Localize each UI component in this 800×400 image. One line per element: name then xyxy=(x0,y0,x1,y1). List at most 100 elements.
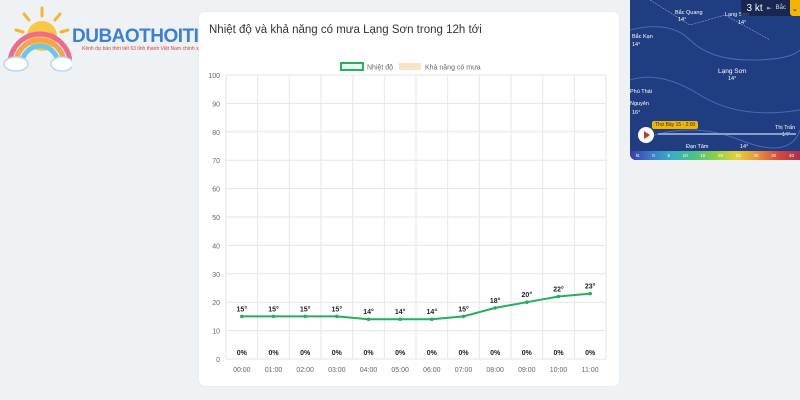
map-background xyxy=(630,0,800,149)
temperature-rain-chart: 0 10 20 30 40 50 60 70 80 90 100 00:00 01:00 02:00 03:… xyxy=(208,62,607,374)
temperature-point xyxy=(398,317,402,322)
chart-title: Nhiệt độ và khả năng có mưa Lạng Sơn tro… xyxy=(209,24,482,36)
scale-label: 30 xyxy=(753,153,759,158)
map-wind-indicator: 3 kt ⇤ Bắc ⌄ xyxy=(740,0,800,16)
x-tick-label: 10:00 xyxy=(550,367,568,374)
y-tick-label: 40 xyxy=(212,243,220,250)
map-temp-label: 14° xyxy=(728,76,737,82)
map-place-label: Nguyên xyxy=(630,101,649,107)
map-temp-label: 14° xyxy=(632,42,641,48)
temperature-data-label: 14° xyxy=(427,308,438,316)
legend-label-rain: Khả năng có mưa xyxy=(425,65,481,72)
y-tick-label: 50 xyxy=(212,215,220,222)
temperature-point xyxy=(303,314,307,319)
x-tick-label: 07:00 xyxy=(455,367,473,374)
temperature-data-label: 15° xyxy=(237,305,248,313)
rain-data-label: 0% xyxy=(395,350,406,357)
x-tick-label: 02:00 xyxy=(296,367,314,374)
y-tick-label: 30 xyxy=(212,272,220,279)
temperature-data-label: 15° xyxy=(332,305,343,313)
x-tick-label: 00:00 xyxy=(233,367,251,374)
legend-label-temperature: Nhiệt độ xyxy=(367,65,393,72)
rain-data-label: 0% xyxy=(268,350,279,357)
map-temp-label: 16° xyxy=(632,110,641,116)
temperature-data-label: 15° xyxy=(458,305,469,313)
site-tagline: Kênh dự báo thời tiết 63 tỉnh thành Việt… xyxy=(82,46,204,52)
map-play-button[interactable] xyxy=(638,127,654,143)
map-timeline-slider[interactable] xyxy=(658,133,796,135)
temperature-point xyxy=(335,314,339,319)
x-tick-label: 09:00 xyxy=(518,367,536,374)
temperature-point xyxy=(430,317,434,322)
temperature-data-label: 18° xyxy=(490,297,501,305)
x-tick-label: 08:00 xyxy=(486,367,504,374)
forecast-chart-card: Nhiệt độ và khả năng có mưa Lạng Sơn tro… xyxy=(199,12,619,386)
map-place-label: Lạng Sơn xyxy=(718,68,747,75)
scale-label: 35 xyxy=(771,153,777,158)
map-wind-value: 3 kt xyxy=(746,2,763,14)
map-place-label: Bắc Quang xyxy=(675,10,703,16)
rain-data-label: 0% xyxy=(490,350,501,357)
scale-label: 5 xyxy=(667,153,670,158)
map-place-label: Đạn Tâm xyxy=(686,144,709,150)
temperature-data-label: 15° xyxy=(268,305,279,313)
scale-label: 10 xyxy=(682,153,688,158)
y-tick-label: 10 xyxy=(212,329,220,336)
map-place-label: Phú Thái xyxy=(630,89,652,95)
map-wind-direction: Bắc xyxy=(775,5,786,11)
map-place-label: Lạng Sơn xyxy=(725,12,750,18)
x-tick-label: 06:00 xyxy=(423,367,441,374)
map-place-label: Bắc Kạn xyxy=(632,34,653,40)
map-wind-scale: kt 0 5 10 15 20 25 30 35 40 xyxy=(630,151,800,160)
x-tick-label: 05:00 xyxy=(391,367,409,374)
temperature-point xyxy=(240,314,244,319)
map-temp-label: 14° xyxy=(782,132,791,138)
y-tick-label: 80 xyxy=(212,130,220,137)
play-icon xyxy=(644,131,650,139)
y-tick-label: 0 xyxy=(216,357,220,364)
temperature-point xyxy=(525,300,529,305)
weather-map[interactable]: Bắc Quang 14° Lạng Sơn 14° Bắc Kạn 14° L… xyxy=(630,0,800,160)
map-wind-direction-icon: ⇤ xyxy=(766,5,772,12)
map-place-label: Thị Trấn xyxy=(775,125,796,131)
scale-label: 0 xyxy=(652,153,655,158)
temperature-data-label: 14° xyxy=(395,308,406,316)
x-tick-label: 03:00 xyxy=(328,367,346,374)
temperature-data-label: 20° xyxy=(522,291,533,299)
rain-data-label: 0% xyxy=(300,350,311,357)
temperature-data-label: 15° xyxy=(300,305,311,313)
sun-rainbow-logo-icon xyxy=(3,6,72,72)
legend-swatch-rain xyxy=(399,63,421,70)
location-pin-icon[interactable]: ⌄ xyxy=(790,0,800,16)
y-tick-label: 60 xyxy=(212,187,220,194)
y-tick-label: 20 xyxy=(212,300,220,307)
site-logo[interactable]: DUBAOTHOITIET.TV Kênh dự báo thời tiết 6… xyxy=(2,4,248,74)
map-temp-label: 14° xyxy=(738,20,747,26)
y-tick-label: 100 xyxy=(208,73,220,80)
x-tick-label: 04:00 xyxy=(360,367,378,374)
temperature-data-label: 23° xyxy=(585,283,596,291)
scale-label: 40 xyxy=(788,153,794,158)
temperature-point xyxy=(461,314,466,319)
x-tick-label: 01:00 xyxy=(265,367,283,374)
y-tick-label: 90 xyxy=(212,101,220,108)
temperature-point xyxy=(271,314,276,319)
rain-data-label: 0% xyxy=(585,350,596,357)
temperature-data-label: 22° xyxy=(553,286,564,294)
y-tick-label: 70 xyxy=(212,158,220,165)
rain-data-label: 0% xyxy=(237,350,248,357)
map-temp-label: 14° xyxy=(678,17,687,23)
rain-data-label: 0% xyxy=(363,350,374,357)
rain-data-label: 0% xyxy=(427,350,438,357)
rain-data-label: 0% xyxy=(458,350,469,357)
rain-data-label: 0% xyxy=(522,350,533,357)
legend-swatch-temperature xyxy=(340,62,364,71)
temperature-data-label: 14° xyxy=(363,308,374,316)
temperature-point xyxy=(493,306,497,310)
scale-label: 20 xyxy=(718,153,724,158)
scale-label: 25 xyxy=(735,153,741,158)
temperature-point xyxy=(588,291,592,296)
rain-data-label: 0% xyxy=(553,350,564,357)
rain-data-label: 0% xyxy=(332,350,343,357)
scale-label: 15 xyxy=(700,153,706,158)
